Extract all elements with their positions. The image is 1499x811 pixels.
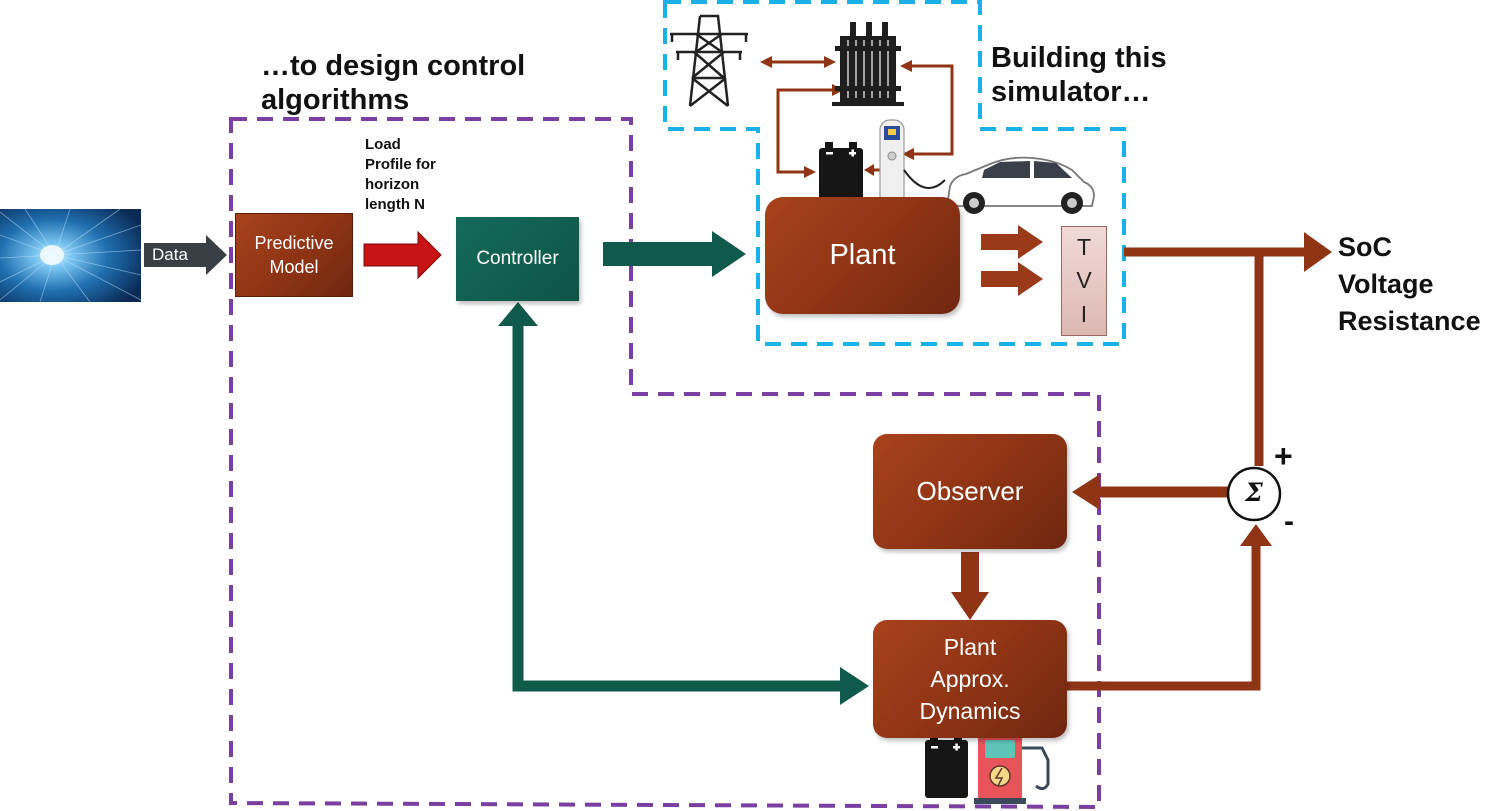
charging-station-icon <box>879 119 946 209</box>
data-arrow <box>144 235 227 275</box>
simulator-heading-line-2: simulator… <box>991 76 1151 108</box>
charging-pump-icon <box>974 732 1050 804</box>
plant-approx-dynamics-block: Plant Approx. Dynamics <box>873 620 1067 738</box>
predictive-model-line-1: Predictive <box>254 233 334 253</box>
output-resistance: Resistance <box>1338 306 1481 336</box>
plant-approx-to-sum-line <box>1067 542 1261 691</box>
tvi-measurement-box: T V I <box>1061 226 1107 336</box>
data-arrow-label: Data <box>152 245 188 264</box>
output-arrowhead <box>1304 232 1332 272</box>
simulator-heading: Building this simulator… <box>991 41 1167 109</box>
feedback-to-controller-arrowhead <box>498 302 538 326</box>
output-soc: SoC <box>1338 232 1392 262</box>
plant-approx-line-3: Dynamics <box>919 698 1021 724</box>
load-profile-line-3: horizon <box>365 176 420 193</box>
transmission-tower-icon <box>670 14 748 107</box>
predictive-model-block: Predictive Model <box>235 213 353 297</box>
design-heading-line-1: …to design control <box>261 50 526 82</box>
simulator-heading-line-1: Building this <box>991 42 1167 74</box>
icon-connector-arrows <box>770 60 954 174</box>
load-profile-line-1: Load <box>365 136 401 153</box>
sigma-symbol: Σ <box>1245 478 1263 507</box>
plant-to-tvi-arrow-1 <box>981 225 1043 259</box>
electric-car-icon <box>947 156 1095 214</box>
feedback-to-controller-line <box>512 322 841 692</box>
control-algorithms-region <box>229 117 1101 810</box>
plant-block: Plant <box>765 197 960 314</box>
observer-block: Observer <box>873 434 1067 549</box>
sum-to-observer-arrowhead <box>1072 474 1100 510</box>
plant-approx-to-sum-arrowhead <box>1240 524 1272 546</box>
sum-minus-sign: - <box>1284 505 1294 538</box>
design-algorithms-heading: …to design control algorithms <box>261 49 525 117</box>
observer-label: Observer <box>916 476 1024 506</box>
load-profile-label: Load Profile for horizon length N <box>365 135 436 215</box>
load-profile-line-4: length N <box>365 196 425 213</box>
simulator-region <box>663 0 1126 346</box>
transformer-icon <box>832 22 904 106</box>
tvi-i: I <box>1080 300 1088 327</box>
design-heading-line-2: algorithms <box>261 84 410 116</box>
load-profile-line-2: Profile for <box>365 156 436 173</box>
plant-approx-line-1: Plant <box>943 634 997 660</box>
plant-label: Plant <box>829 239 896 271</box>
controller-label: Controller <box>476 248 559 269</box>
sum-plus-sign: + <box>1274 438 1293 474</box>
plant-to-tvi-arrow-2 <box>981 262 1043 296</box>
plant-approx-line-2: Approx. <box>930 666 1010 692</box>
tvi-v: V <box>1076 267 1092 294</box>
data-tunnel-image <box>0 208 142 303</box>
observer-to-plant-approx-shaft <box>961 552 979 592</box>
teal-to-plant-approx-arrowhead <box>840 667 869 705</box>
observer-to-plant-approx-arrowhead <box>951 592 989 620</box>
predictive-model-line-2: Model <box>269 257 319 277</box>
battery-icon-bottom <box>925 733 968 798</box>
output-voltage: Voltage <box>1338 269 1434 299</box>
tvi-t: T <box>1076 234 1092 261</box>
outputs-label: SoC Voltage Resistance <box>1338 229 1481 340</box>
load-profile-arrow <box>363 230 442 280</box>
summing-junction <box>1226 466 1282 522</box>
controller-block: Controller <box>456 217 579 301</box>
controller-to-plant-arrow <box>603 231 746 277</box>
